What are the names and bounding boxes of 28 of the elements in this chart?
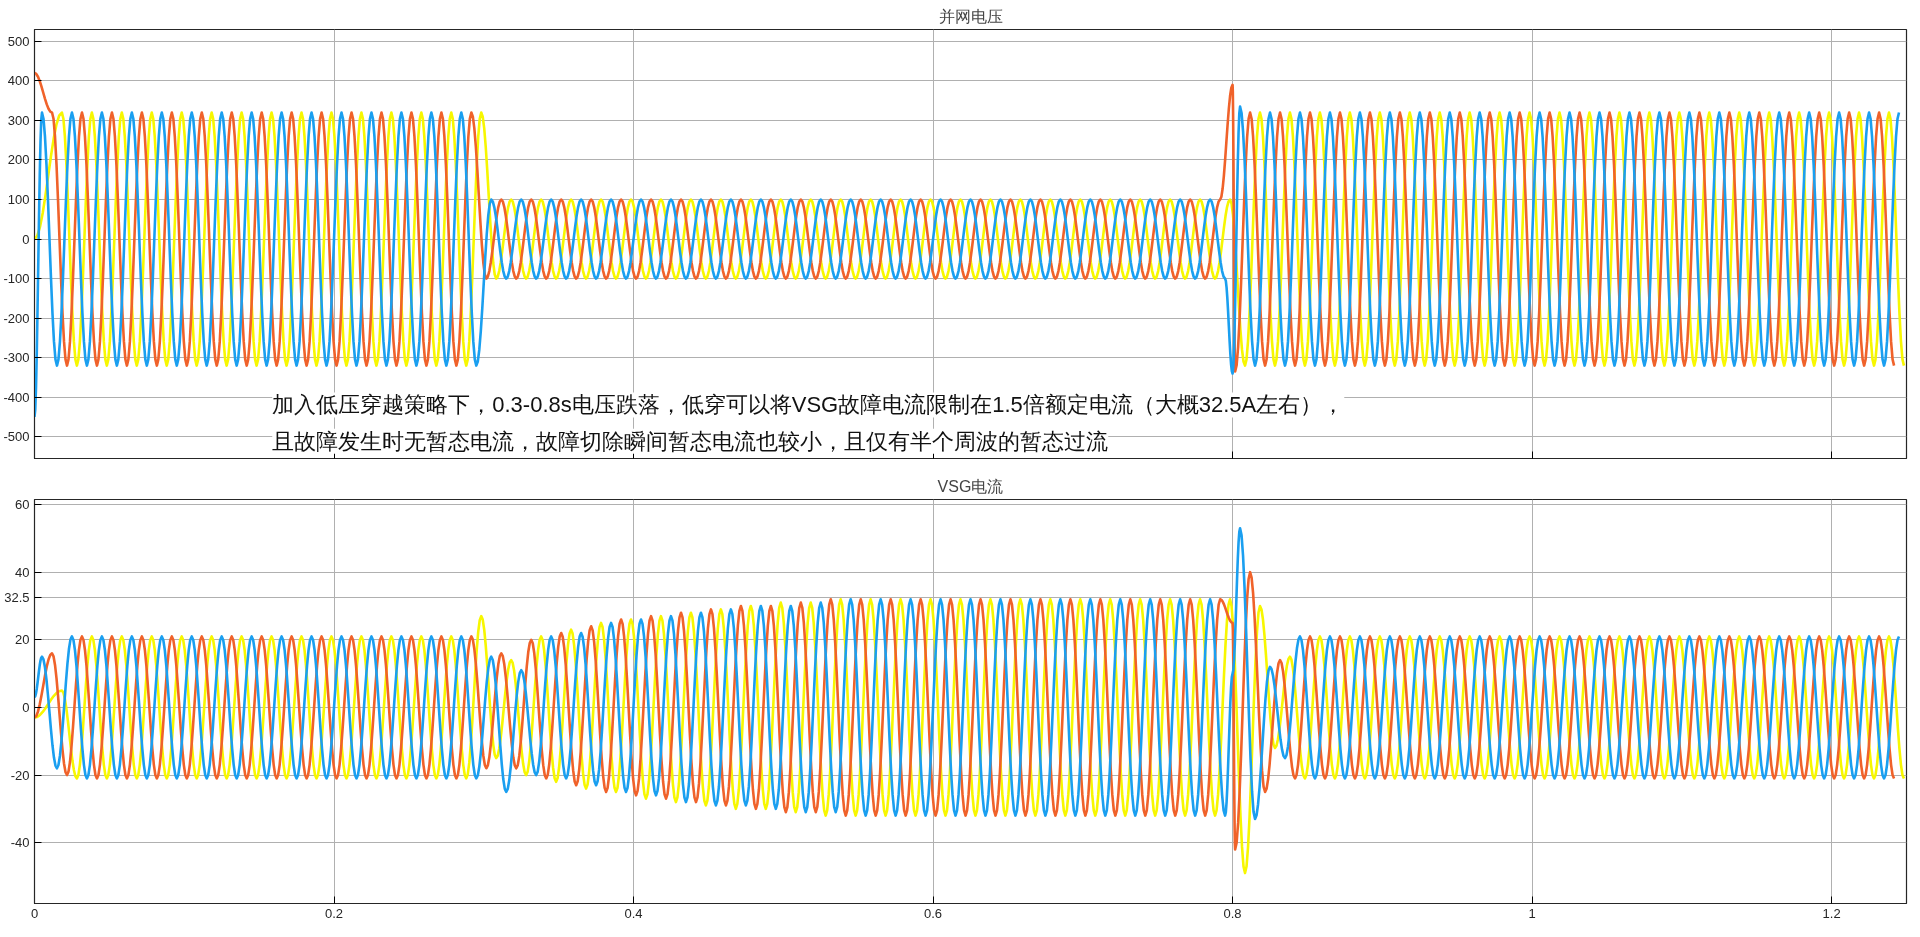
chart-title: VSG电流: [937, 477, 1004, 495]
y-tick-label: -300: [3, 350, 30, 366]
x-tick-label: 1.2: [1822, 905, 1841, 921]
y-tick-label: -20: [10, 767, 30, 783]
y-tick-label: -400: [3, 389, 30, 405]
x-tick-label: 0.8: [1223, 905, 1242, 921]
y-tick-label: 0: [22, 699, 30, 715]
y-tick-label: -100: [3, 271, 30, 287]
y-tick-label: -200: [3, 310, 30, 326]
y-tick-label: 200: [7, 152, 30, 168]
x-tick-label: 1: [1528, 905, 1536, 921]
x-tick-label: 0.2: [324, 905, 344, 921]
y-tick-label: 32.5: [4, 590, 30, 606]
y-tick-label: 60: [15, 497, 30, 513]
x-tick-label: 0.6: [924, 905, 943, 921]
annotation: 加入低压穿越策略下，0.3-0.8s电压跌落，低穿可以将VSG故障电流限制在1.5倍额定电流（大概32.5A左右），: [272, 392, 1345, 418]
y-tick-label: 20: [15, 632, 30, 648]
chart-title: 并网电压: [938, 7, 1003, 25]
y-tick-label: 0: [22, 231, 30, 247]
annotation: 且故障发生时无暂态电流，故障切除瞬间暂态电流也较小，且仅有半个周波的暂态过流: [272, 428, 1109, 454]
y-tick-label: 300: [7, 112, 30, 128]
y-tick-label: 500: [7, 33, 30, 49]
y-tick-label: 40: [15, 564, 30, 580]
x-tick-label: 0.4: [624, 905, 643, 921]
y-tick-label: 400: [7, 73, 30, 89]
y-tick-label: -500: [3, 429, 30, 445]
y-tick-label: -40: [10, 835, 30, 851]
y-tick-label: 100: [7, 192, 30, 208]
